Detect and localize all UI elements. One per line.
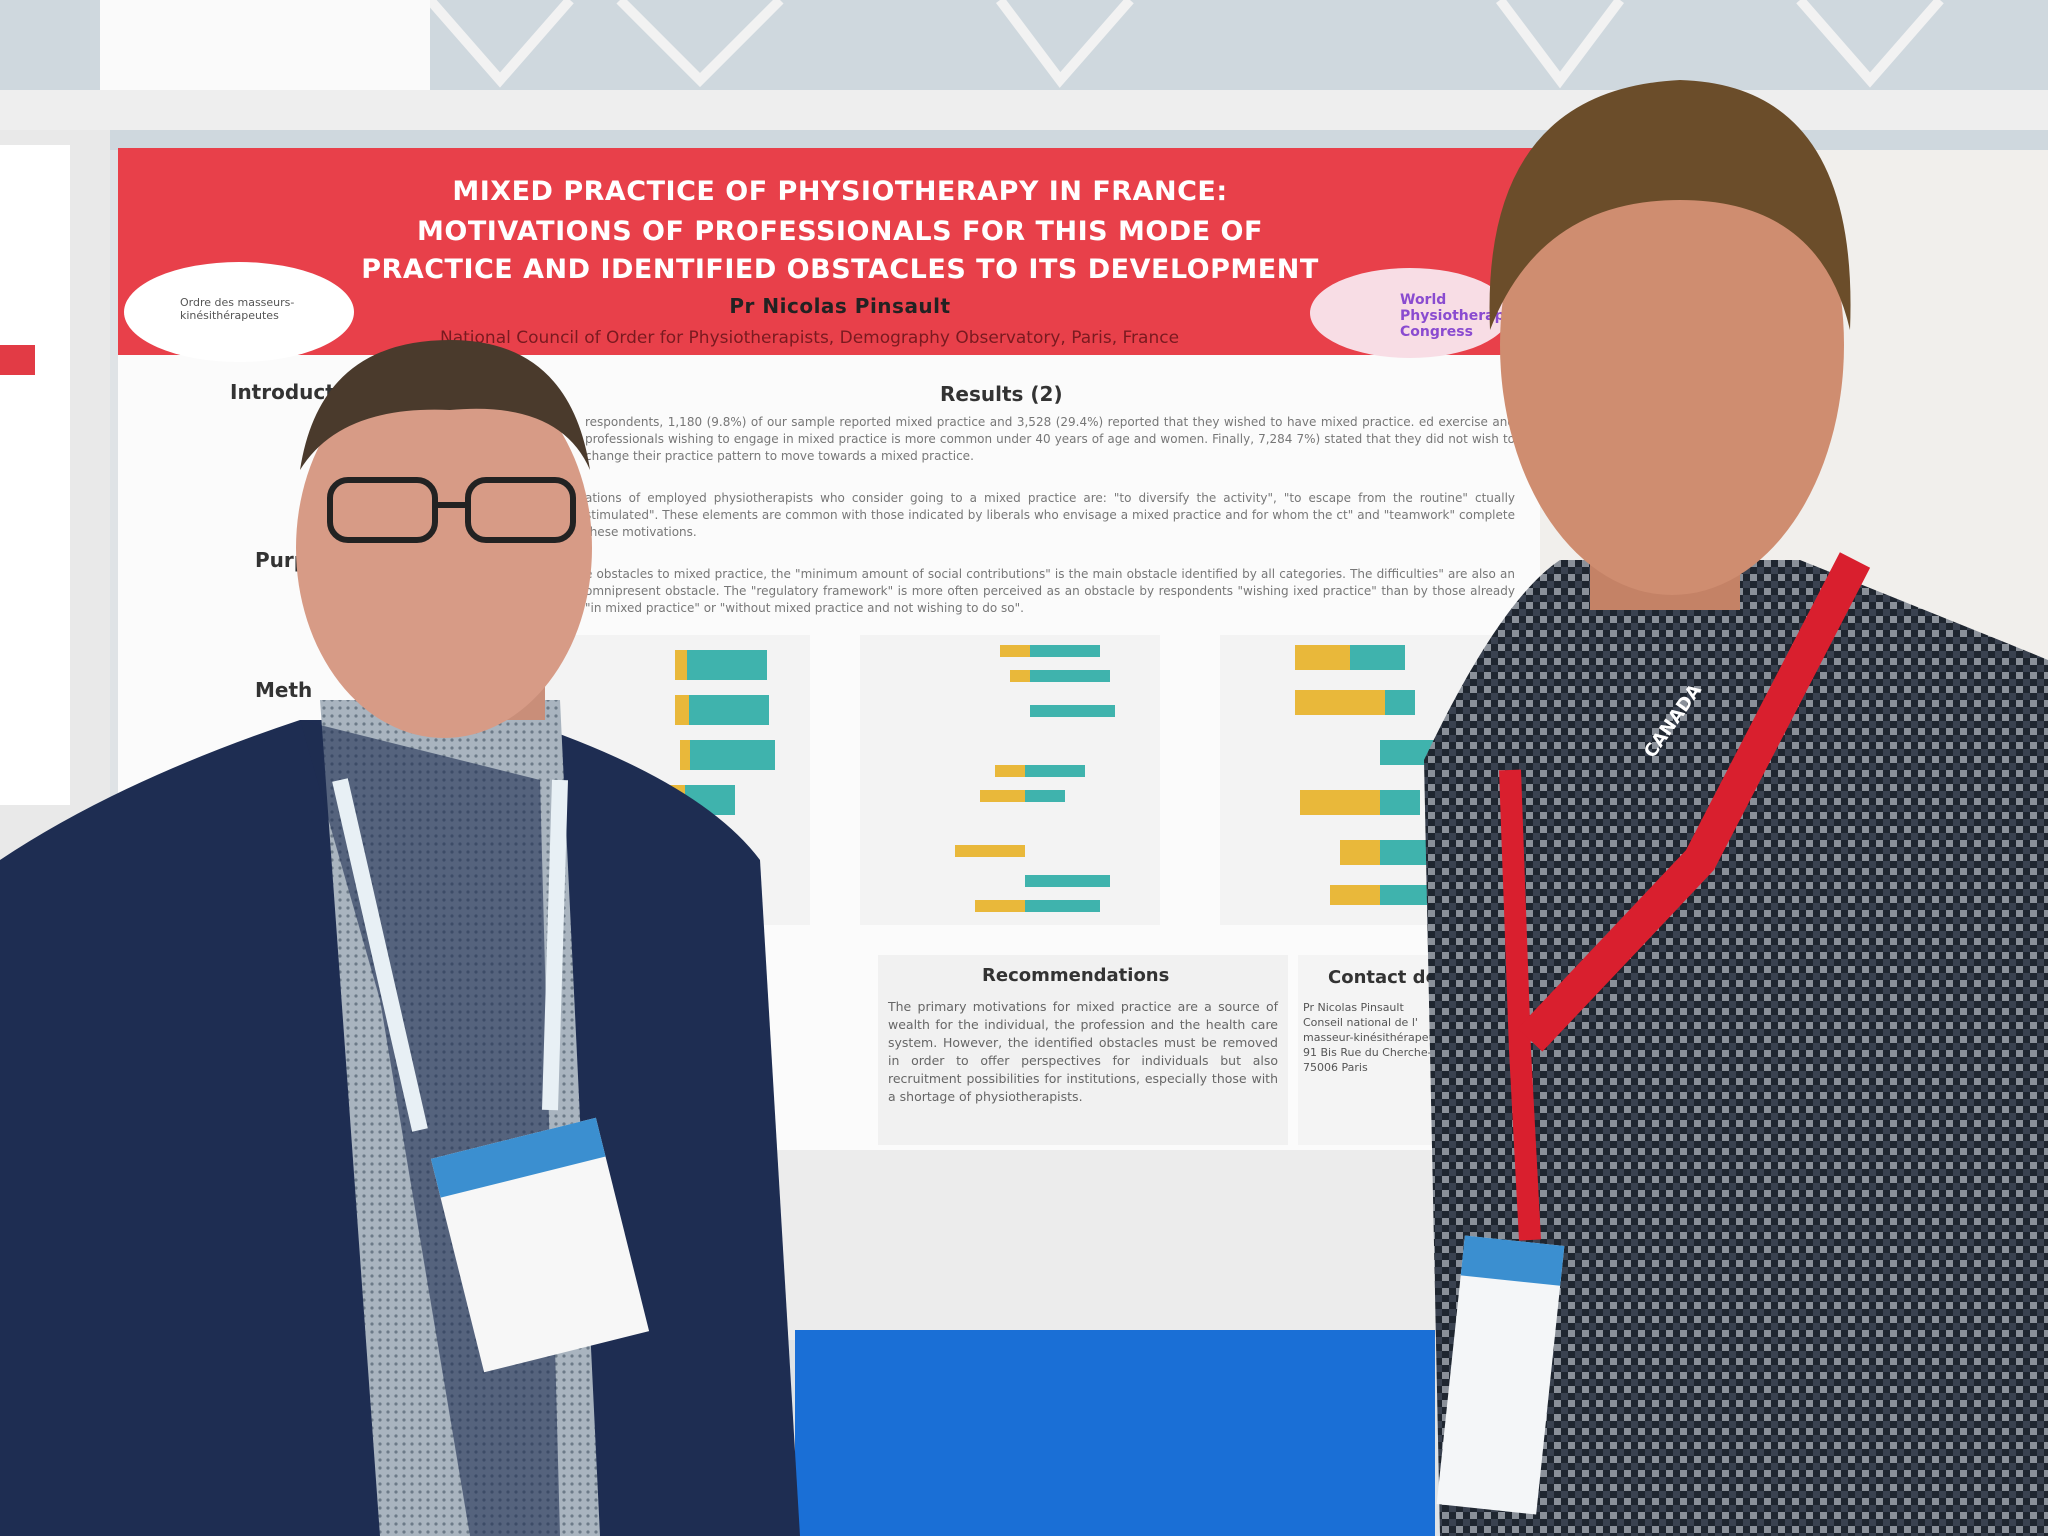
affiliation: National Council of Order for Physiother…: [440, 328, 1180, 348]
side-poster-mark: [0, 345, 35, 375]
contact-line: masseur-kinésithérapeu: [1303, 1031, 1436, 1044]
side-poster: [0, 145, 70, 805]
contact-line: Pr Nicolas Pinsault: [1303, 1001, 1404, 1014]
logo-text: Ordre des masseurs-kinésithérapeutes: [180, 296, 295, 322]
contact-lines: Pr Nicolas Pinsault Conseil national de l…: [1303, 1000, 1444, 1075]
congress-bubble: [1310, 268, 1510, 358]
contact-line: Conseil national de l': [1303, 1016, 1418, 1029]
title-line: MOTIVATIONS OF PROFESSIONALS FOR THIS MO…: [417, 216, 1263, 247]
section-heading: Introducti: [230, 380, 342, 404]
results-heading: Results (2): [940, 382, 1063, 406]
title-line: MIXED PRACTICE OF PHYSIOTHERAPY IN FRANC…: [452, 176, 1228, 207]
contact-heading: Contact deta: [1328, 967, 1459, 988]
results-paragraph: e obstacles to mixed practice, the "mini…: [585, 567, 1515, 615]
section-heading: Meth: [255, 678, 313, 702]
poster-header: [118, 148, 1540, 355]
recommendations-heading: Recommendations: [982, 965, 1170, 986]
results-paragraph: respondents, 1,180 (9.8%) of our sample …: [585, 415, 1515, 463]
blue-floor: [795, 1330, 1435, 1536]
results-paragraph: ations of employed physiotherapists who …: [585, 491, 1515, 539]
logo-bubble: [124, 262, 354, 362]
recommendations-box: [878, 955, 1288, 1145]
author: Pr Nicolas Pinsault: [729, 294, 951, 318]
congress-logo: World Physiotherapy Congress: [1400, 292, 1514, 340]
contact-line: 91 Bis Rue du Cherche-Mi: [1303, 1046, 1445, 1059]
title-line: PRACTICE AND IDENTIFIED OBSTACLES TO ITS…: [361, 254, 1319, 285]
recommendations-text: The primary motivations for mixed practi…: [888, 999, 1278, 1104]
contact-line: 75006 Paris: [1303, 1061, 1368, 1074]
